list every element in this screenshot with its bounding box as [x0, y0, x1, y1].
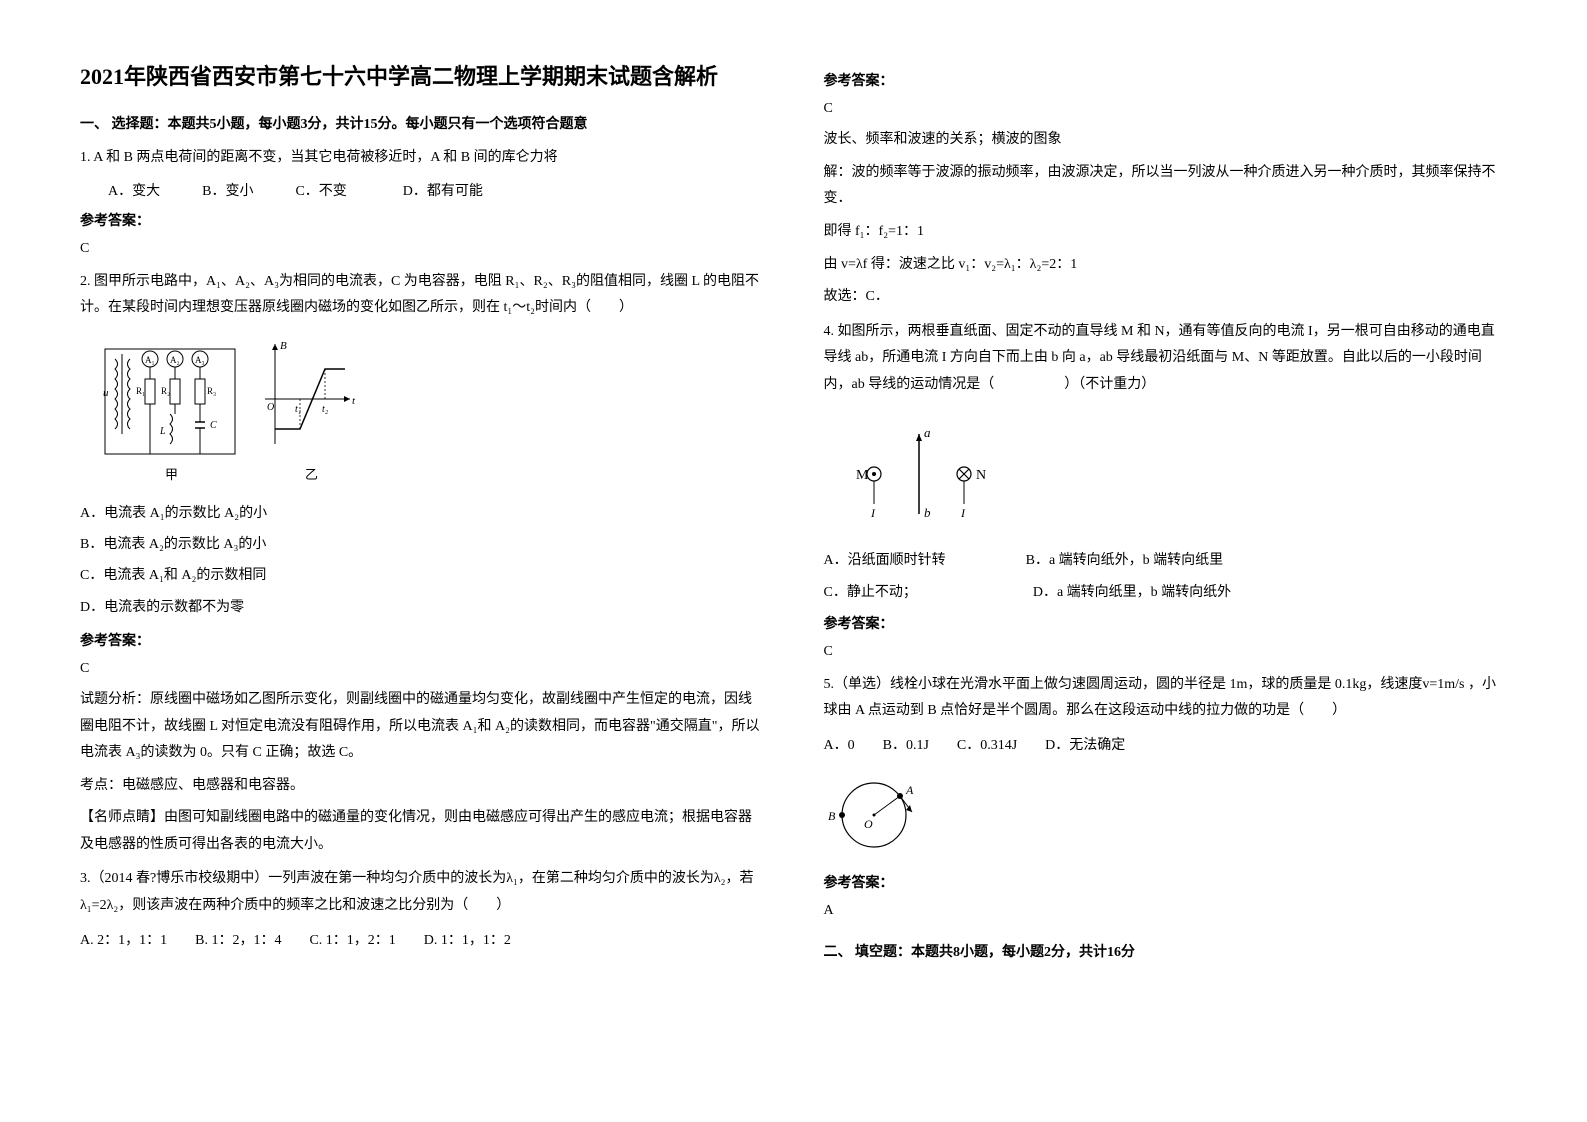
q2-analysis3: 【名师点睛】由图可知副线圈电路中的磁通量的变化情况，则由电磁感应可得出产生的感应…	[80, 805, 764, 858]
svg-text:u: u	[103, 387, 109, 399]
q3-answer: C	[824, 96, 1508, 121]
q2-optA: A．电流表 A₁的示数比 A₂的小	[80, 501, 764, 526]
svg-text:B: B	[280, 340, 287, 352]
q3-text: 3.（2014 春?博乐市校级期中）一列声波在第一种均匀介质中的波长为λ₁，在第…	[80, 866, 764, 919]
section1-header: 一、 选择题：本题共5小题，每小题3分，共计15分。每小题只有一个选项符合题意	[80, 113, 764, 133]
circuit-diagram-icon: u A₁ A₂ A₃ R₁ R₂ R₃ L C	[100, 334, 360, 484]
wires-diagram-icon: M I N I a b	[854, 419, 994, 529]
svg-text:b: b	[924, 505, 931, 520]
q1-options: A．变大 B．变小 C．不变 D．都有可能	[80, 180, 764, 200]
q2-answer-label: 参考答案：	[80, 630, 764, 650]
q3-line1: 波长、频率和波速的关系；横波的图象	[824, 127, 1508, 154]
q4-options-row2: C．静止不动； D．a 端转向纸里，b 端转向纸外	[824, 581, 1508, 601]
svg-text:A₃: A₃	[195, 355, 205, 365]
svg-text:O: O	[864, 817, 873, 831]
q1-answer-label: 参考答案：	[80, 210, 764, 230]
svg-text:I: I	[960, 506, 966, 520]
q4-optD: D．a 端转向纸里，b 端转向纸外	[1033, 581, 1231, 601]
left-column: 2021年陕西省西安市第七十六中学高二物理上学期期末试题含解析 一、 选择题：本…	[50, 60, 794, 1082]
q2-analysis1: 试题分析：原线圈中磁场如乙图所示变化，则副线圈中的磁通量均匀变化，故副线圈中产生…	[80, 687, 764, 767]
q2-optB: B．电流表 A₂的示数比 A₃的小	[80, 532, 764, 557]
q2-diagram: u A₁ A₂ A₃ R₁ R₂ R₃ L C	[100, 334, 764, 489]
svg-text:t₂: t₂	[322, 404, 329, 415]
q5-answer-label: 参考答案：	[824, 872, 1508, 892]
q2-answer: C	[80, 656, 764, 681]
svg-text:O: O	[267, 402, 274, 413]
svg-text:t₁: t₁	[295, 404, 301, 415]
q5-answer: A	[824, 898, 1508, 923]
q4-options-row1: A．沿纸面顺时针转 B．a 端转向纸外，b 端转向纸里	[824, 549, 1508, 569]
svg-text:R₂: R₂	[161, 386, 170, 396]
q2-text: 2. 图甲所示电路中，A₁、A₂、A₃为相同的电流表，C 为电容器，电阻 R₁、…	[80, 269, 764, 322]
svg-text:N: N	[976, 468, 986, 483]
q4-text: 4. 如图所示，两根垂直纸面、固定不动的直导线 M 和 N，通有等值反向的电流 …	[824, 319, 1508, 399]
svg-text:M: M	[856, 468, 869, 483]
q4-optC: C．静止不动；	[824, 581, 917, 601]
svg-text:I: I	[870, 506, 876, 520]
svg-text:a: a	[924, 425, 931, 440]
q2-optD: D．电流表的示数都不为零	[80, 595, 764, 620]
q4-answer: C	[824, 639, 1508, 664]
svg-text:R₁: R₁	[136, 386, 145, 396]
svg-text:甲: 甲	[165, 467, 178, 482]
svg-text:B: B	[828, 809, 836, 823]
q5-options: A．0 B．0.1J C．0.314J D．无法确定	[824, 733, 1508, 758]
svg-text:L: L	[159, 426, 166, 437]
svg-text:乙: 乙	[305, 467, 318, 482]
svg-text:C: C	[210, 420, 217, 431]
q5-diagram: O A B	[824, 770, 944, 860]
q3-options: A. 2：1，1：1 B. 1：2，1：4 C. 1：1，2：1 D. 1：1，…	[80, 928, 764, 953]
q3-line5: 故选：C．	[824, 284, 1508, 311]
svg-text:R₃: R₃	[207, 386, 216, 396]
q1-answer: C	[80, 236, 764, 261]
q4-optB: B．a 端转向纸外，b 端转向纸里	[1026, 549, 1224, 569]
right-column: 参考答案： C 波长、频率和波速的关系；横波的图象 解：波的频率等于波源的振动频…	[794, 60, 1538, 1082]
circle-diagram-icon: O A B	[824, 770, 944, 860]
q3-line3: 即得 f₁：f₂=1：1	[824, 219, 1508, 246]
document-title: 2021年陕西省西安市第七十六中学高二物理上学期期末试题含解析	[80, 60, 764, 93]
q4-answer-label: 参考答案：	[824, 613, 1508, 633]
q1-text: 1. A 和 B 两点电荷间的距离不变，当其它电荷被移近时，A 和 B 间的库仑…	[80, 145, 764, 172]
svg-text:A₂: A₂	[170, 355, 180, 365]
q2-analysis2: 考点：电磁感应、电感器和电容器。	[80, 773, 764, 800]
svg-text:A₁: A₁	[145, 355, 155, 365]
q3-line2: 解：波的频率等于波源的振动频率，由波源决定，所以当一列波从一种介质进入另一种介质…	[824, 160, 1508, 213]
q2-optC: C．电流表 A₁和 A₂的示数相同	[80, 563, 764, 588]
q3-answer-label: 参考答案：	[824, 70, 1508, 90]
q3-line4: 由 v=λf 得：波速之比 v₁：v₂=λ₁：λ₂=2：1	[824, 252, 1508, 279]
q5-text: 5.（单选）线栓小球在光滑水平面上做匀速圆周运动，圆的半径是 1m，球的质量是 …	[824, 672, 1508, 725]
svg-text:t: t	[352, 395, 356, 407]
q4-optA: A．沿纸面顺时针转	[824, 549, 946, 569]
section2-header: 二、 填空题：本题共8小题，每小题2分，共计16分	[824, 941, 1508, 961]
q4-diagram: M I N I a b	[854, 419, 994, 529]
svg-text:A: A	[905, 783, 914, 797]
